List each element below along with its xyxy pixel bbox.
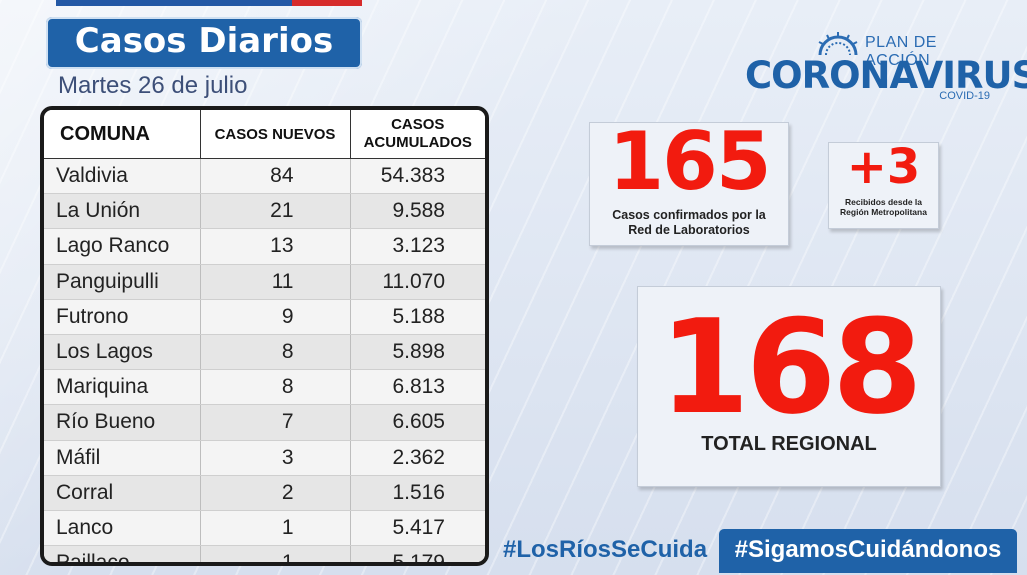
cell-nuevos: 9 <box>200 299 351 335</box>
cell-nuevos: 2 <box>200 475 351 511</box>
cell-nuevos: 13 <box>200 228 351 265</box>
cell-acumulados: 6.605 <box>350 404 485 441</box>
table-row: Panguipulli 11 11.070 <box>44 264 485 300</box>
confirmed-cases-value: 165 <box>608 115 772 208</box>
table-row: Máfil 3 2.362 <box>44 440 485 476</box>
received-cases-caption: Recibidos desde la Región Metropolitana <box>831 197 936 217</box>
received-caption-line1: Recibidos desde la <box>845 197 922 207</box>
cell-comuna: Los Lagos <box>44 334 201 371</box>
cell-comuna: Valdivia <box>44 158 201 195</box>
confirmed-cases-card: 165 Casos confirmados por la Red de Labo… <box>589 115 789 246</box>
confirmed-cases-caption: Casos confirmados por la Red de Laborato… <box>594 208 784 238</box>
table-row: Lago Ranco 13 3.123 <box>44 228 485 265</box>
table-row: Mariquina 8 6.813 <box>44 369 485 406</box>
hashtag-los-rios: #LosRíosSeCuida <box>503 536 708 563</box>
cell-nuevos: 1 <box>200 545 351 562</box>
total-regional-caption: TOTAL REGIONAL <box>701 433 877 455</box>
confirmed-caption-line1: Casos confirmados por la <box>612 208 766 222</box>
cell-nuevos: 1 <box>200 510 351 547</box>
column-header-comuna: COMUNA <box>44 110 201 159</box>
received-cases-card: +3 Recibidos desde la Región Metropolita… <box>828 139 939 229</box>
table-row: Río Bueno 7 6.605 <box>44 404 485 441</box>
cell-nuevos: 21 <box>200 193 351 230</box>
flag-blue-segment <box>56 0 292 6</box>
cell-comuna: La Unión <box>44 193 201 230</box>
page-title: Casos Diarios <box>74 21 334 61</box>
cell-acumulados: 1.516 <box>350 475 485 511</box>
report-date: Martes 26 de julio <box>58 72 248 99</box>
cases-table: COMUNA CASOS NUEVOS CASOS ACUMULADOS Val… <box>40 106 489 566</box>
cell-acumulados: 5.179 <box>350 545 485 562</box>
table-row: Lanco 1 5.417 <box>44 510 485 547</box>
column-header-nuevos: CASOS NUEVOS <box>200 110 351 159</box>
cell-acumulados: 5.188 <box>350 299 485 335</box>
logo-plan-text: PLAN DE ACCIÓN <box>865 34 937 69</box>
column-header-acumulados: CASOS ACUMULADOS <box>350 110 485 159</box>
flag-red-segment <box>292 0 362 6</box>
table-header-row: COMUNA CASOS NUEVOS CASOS ACUMULADOS <box>44 110 485 159</box>
cell-comuna: Máfil <box>44 440 201 476</box>
cell-nuevos: 8 <box>200 369 351 406</box>
flag-bar <box>56 0 362 6</box>
cell-acumulados: 11.070 <box>350 264 485 300</box>
cell-nuevos: 3 <box>200 440 351 476</box>
hashtag-sigamos: #SigamosCuidándonos <box>734 536 1002 563</box>
cell-comuna: Futrono <box>44 299 201 335</box>
sun-arc-icon <box>818 32 858 56</box>
cell-acumulados: 9.588 <box>350 193 485 230</box>
cell-comuna: Paillaco <box>44 545 201 562</box>
cell-acumulados: 54.383 <box>350 158 485 195</box>
title-banner: Casos Diarios <box>46 17 362 69</box>
column-header-acumulados-line2: ACUMULADOS <box>363 134 472 151</box>
table-row: Corral 2 1.516 <box>44 475 485 511</box>
table-row: Futrono 9 5.188 <box>44 299 485 335</box>
confirmed-caption-line2: Red de Laboratorios <box>628 223 750 237</box>
hashtag-banner: #SigamosCuidándonos <box>719 529 1017 573</box>
cell-acumulados: 5.898 <box>350 334 485 371</box>
column-header-acumulados-line1: CASOS <box>391 116 445 133</box>
cell-comuna: Mariquina <box>44 369 201 406</box>
cell-nuevos: 84 <box>200 158 351 195</box>
table-row: La Unión 21 9.588 <box>44 193 485 230</box>
cell-acumulados: 5.417 <box>350 510 485 547</box>
total-regional-value: 168 <box>659 291 922 443</box>
received-cases-value: +3 <box>846 139 921 195</box>
total-regional-card: 168 TOTAL REGIONAL <box>637 286 941 487</box>
cell-comuna: Lago Ranco <box>44 228 201 265</box>
cell-comuna: Panguipulli <box>44 264 201 300</box>
received-caption-line2: Región Metropolitana <box>840 207 927 217</box>
cell-comuna: Corral <box>44 475 201 511</box>
cell-comuna: Lanco <box>44 510 201 547</box>
cell-comuna: Río Bueno <box>44 404 201 441</box>
plan-de-accion-logo: PLAN DE ACCIÓN CORONAVIRUS COVID-19 <box>745 28 1027 108</box>
cell-nuevos: 7 <box>200 404 351 441</box>
cell-nuevos: 11 <box>200 264 351 300</box>
table-row: Valdivia 84 54.383 <box>44 158 485 195</box>
cell-nuevos: 8 <box>200 334 351 371</box>
cell-acumulados: 2.362 <box>350 440 485 476</box>
logo-sub-text: COVID-19 <box>939 90 990 102</box>
logo-main-text: CORONAVIRUS <box>745 54 1027 97</box>
cell-acumulados: 6.813 <box>350 369 485 406</box>
table-row: Los Lagos 8 5.898 <box>44 334 485 371</box>
table-row: Paillaco 1 5.179 <box>44 545 485 562</box>
cell-acumulados: 3.123 <box>350 228 485 265</box>
